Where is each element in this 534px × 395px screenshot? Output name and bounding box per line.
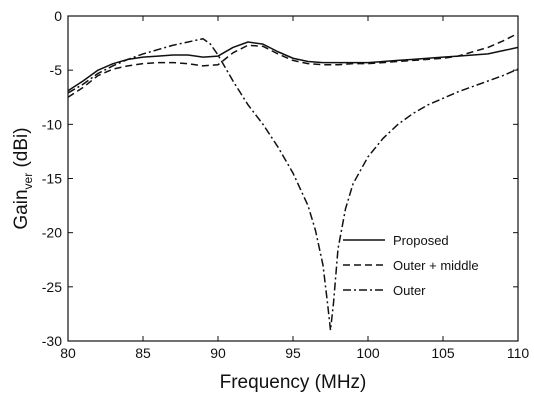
x-axis-title: Frequency (MHz): [220, 372, 367, 393]
plot-frame: [67, 15, 519, 342]
x-tick-label: 80: [60, 345, 76, 361]
y-axis-title-unit: (dBi): [11, 127, 32, 172]
x-tick-label: 95: [285, 345, 301, 361]
series-line-proposed: [67, 41, 519, 92]
y-axis-title: Gainver (dBi): [11, 127, 35, 229]
x-tick-label: 110: [507, 345, 530, 361]
legend: Proposed Outer + middle Outer: [343, 233, 479, 298]
x-tick-label: 105: [431, 345, 455, 361]
y-tick-label: -15: [42, 171, 62, 187]
legend-label: Proposed: [393, 233, 449, 248]
legend-label: Outer + middle: [393, 258, 479, 273]
y-tick-label: -30: [42, 333, 62, 349]
axes-layer: 80 85 90 95 100 105 110 0 -5 -10 -15 -20 -25 -30: [42, 8, 530, 361]
y-tick-label: -20: [42, 225, 62, 241]
series-layer: [67, 32, 519, 331]
y-tick-label: -5: [50, 62, 63, 78]
y-axis-title-main: Gain: [11, 189, 32, 229]
y-tick-label: -10: [42, 116, 62, 132]
y-axis-title-subscript: ver: [21, 173, 35, 190]
x-tick-label: 100: [356, 345, 380, 361]
y-tick-label: -25: [42, 279, 62, 295]
x-tick-label: 90: [210, 345, 226, 361]
legend-label: Outer: [393, 283, 426, 298]
series-line-outer: [67, 38, 519, 331]
y-tick-label: 0: [54, 8, 62, 24]
series-line-outer-middle: [67, 32, 519, 98]
x-tick-label: 85: [135, 345, 151, 361]
